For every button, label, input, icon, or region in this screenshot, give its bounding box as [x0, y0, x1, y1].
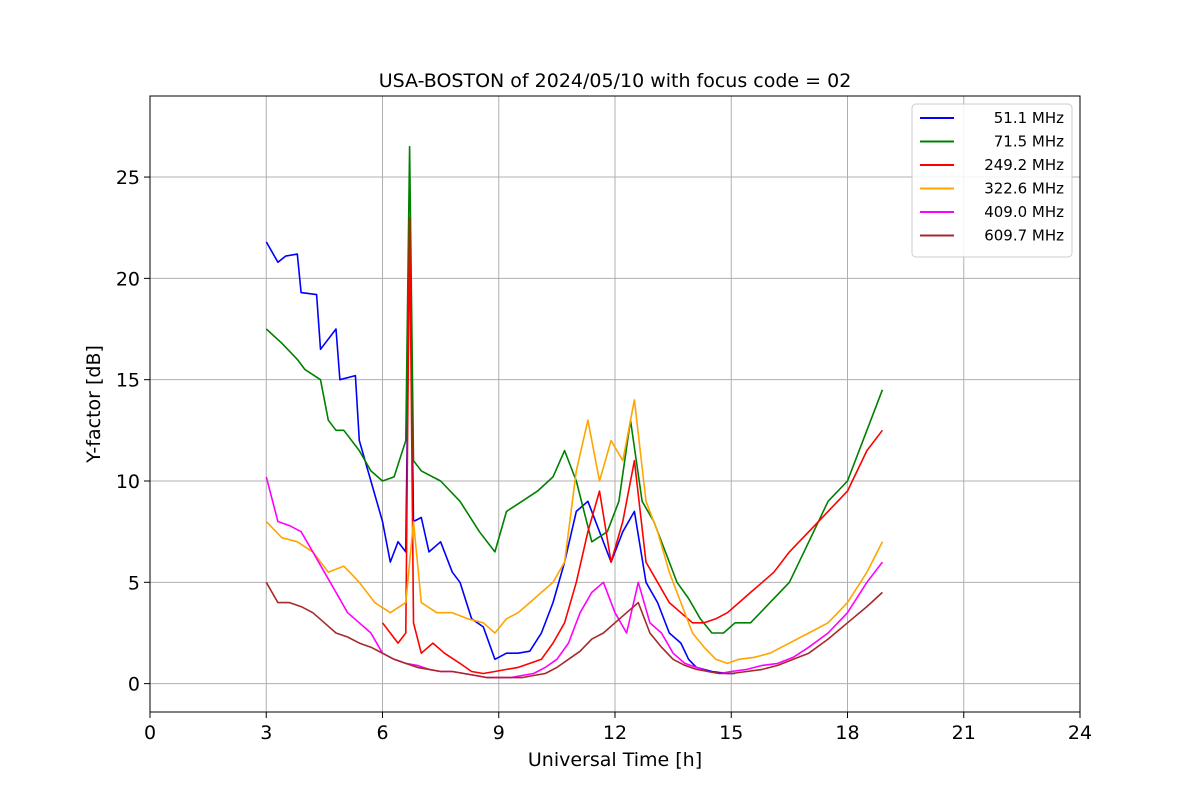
legend-label: 609.7 MHz	[984, 227, 1064, 245]
y-tick-label: 15	[116, 370, 140, 392]
x-tick-label: 15	[719, 722, 743, 744]
x-tick-label: 24	[1068, 722, 1092, 744]
legend-label: 409.0 MHz	[984, 203, 1064, 221]
x-axis-label: Universal Time [h]	[528, 749, 702, 771]
series-line-609-7-mhz	[265, 581, 883, 679]
chart-title: USA-BOSTON of 2024/05/10 with focus code…	[379, 70, 852, 92]
x-tick-label: 6	[376, 722, 388, 744]
series-line-322-6-mhz	[265, 399, 884, 665]
y-tick-label: 0	[128, 674, 140, 696]
legend-label: 249.2 MHz	[984, 156, 1064, 174]
x-tick-label: 21	[952, 722, 976, 744]
x-tick-label: 0	[144, 722, 156, 744]
legend: 51.1 MHz 71.5 MHz 249.2 MHz 322.6 MHz 409.0 …	[911, 103, 1073, 258]
legend-label: 322.6 MHz	[984, 180, 1064, 198]
y-tick-label: 5	[128, 572, 140, 594]
x-tick-label: 18	[835, 722, 859, 744]
y-tick-label: 20	[116, 268, 140, 290]
series-line-249-2-mhz	[381, 216, 884, 675]
legend-label: 51.1 MHz	[994, 109, 1064, 127]
series-line-409-0-mhz	[265, 476, 884, 679]
series-line-51-1-mhz	[265, 237, 736, 675]
x-tick-label: 12	[603, 722, 627, 744]
y-tick-label: 25	[116, 167, 140, 189]
series-line-71-5-mhz	[265, 145, 884, 634]
y-axis-label: Y-factor [dB]	[83, 345, 105, 464]
series-lines	[265, 145, 884, 679]
y-tick-label: 10	[116, 471, 140, 493]
legend-label: 71.5 MHz	[994, 133, 1064, 151]
x-tick-label: 3	[260, 722, 272, 744]
axis-ticks: 0 3 6 9 12 15 18 21 24 0 5 10 15 20 25	[116, 167, 1092, 744]
x-tick-label: 9	[493, 722, 505, 744]
